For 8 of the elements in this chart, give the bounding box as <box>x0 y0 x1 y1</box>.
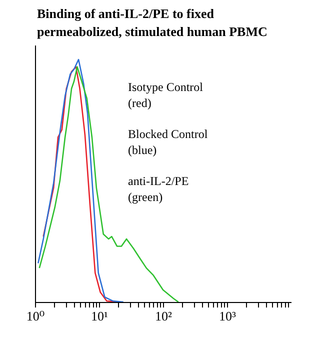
chart-title: Binding of anti-IL-2/PE to fixed permeabolized, stimulated human PBMC <box>37 6 268 39</box>
x-tick-label: 10⁰ <box>26 308 45 324</box>
annotation: anti-IL-2/PE (green) <box>128 174 189 204</box>
annotation: Blocked Control (blue) <box>128 127 208 157</box>
x-tick-label: 10² <box>155 308 172 324</box>
annotation: Isotype Control (red) <box>128 80 204 110</box>
x-tick-label: 10¹ <box>91 308 108 324</box>
x-tick-label: 10³ <box>219 308 236 324</box>
